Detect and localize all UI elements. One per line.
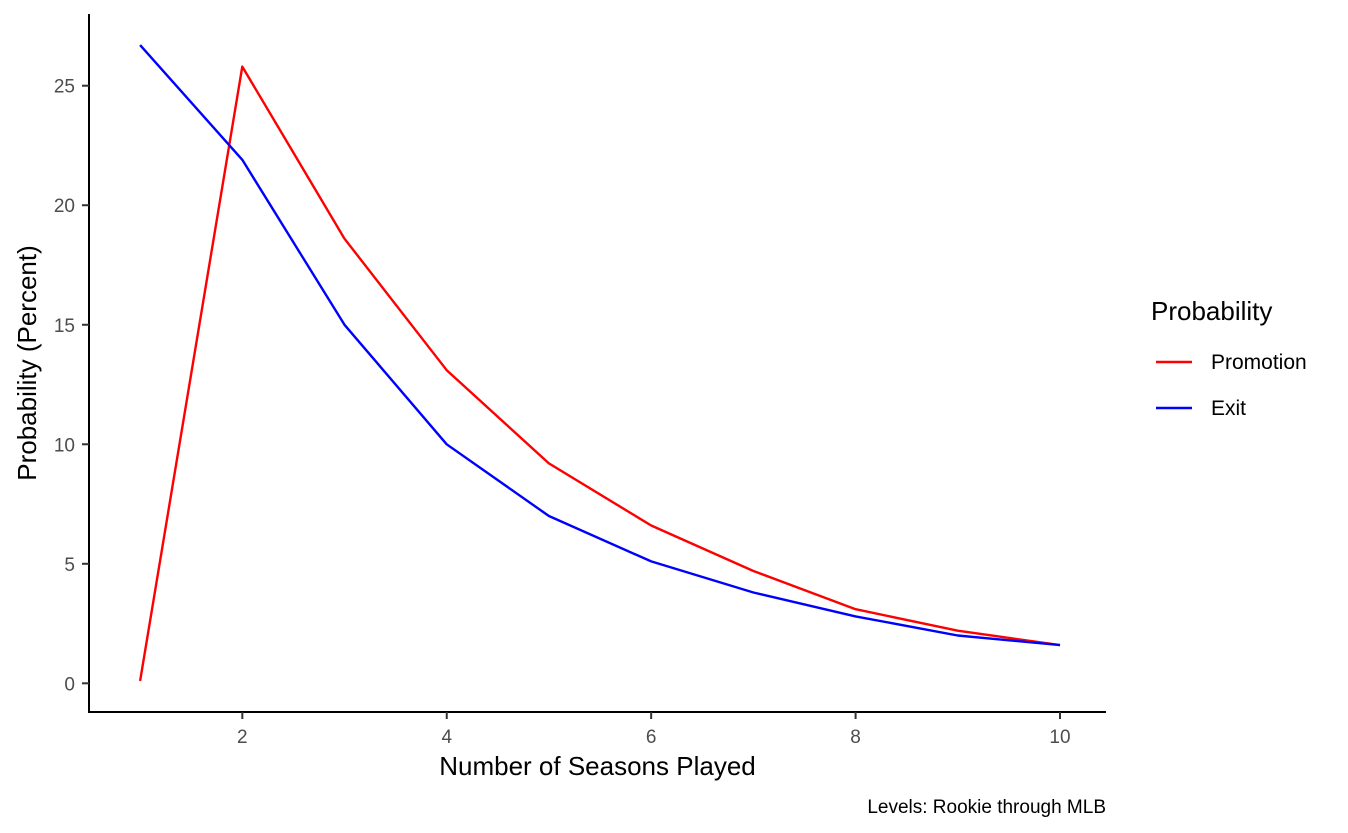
y-tick-label: 10: [54, 435, 75, 456]
chart-caption: Levels: Rookie through MLB: [867, 797, 1106, 818]
y-tick-label: 15: [54, 316, 75, 337]
x-tick-label: 4: [441, 727, 452, 748]
y-tick-label: 20: [54, 196, 75, 217]
series-line-exit: [139, 44, 1061, 647]
y-axis-ticks: 0 5 10 15 20 25: [54, 77, 89, 695]
series-line-promotion: [138, 65, 1061, 682]
x-tick-label: 10: [1049, 727, 1070, 748]
x-axis-title: Number of Seasons Played: [439, 751, 756, 781]
legend-title: Probability: [1151, 296, 1272, 326]
series-layer: [138, 44, 1061, 682]
y-tick-label: 0: [64, 674, 75, 695]
legend-label-exit: Exit: [1211, 397, 1246, 420]
y-tick-label: 5: [64, 555, 75, 576]
x-tick-label: 6: [646, 727, 657, 748]
y-axis-title: Probability (Percent): [12, 245, 42, 481]
x-tick-label: 8: [850, 727, 861, 748]
legend-label-promotion: Promotion: [1211, 351, 1307, 374]
x-axis-ticks: 2 4 6 8 10: [237, 712, 1071, 748]
y-tick-label: 25: [54, 77, 75, 98]
legend: Probability Promotion Exit: [1151, 296, 1307, 420]
legend-items: Promotion Exit: [1156, 351, 1307, 420]
x-tick-label: 2: [237, 727, 248, 748]
